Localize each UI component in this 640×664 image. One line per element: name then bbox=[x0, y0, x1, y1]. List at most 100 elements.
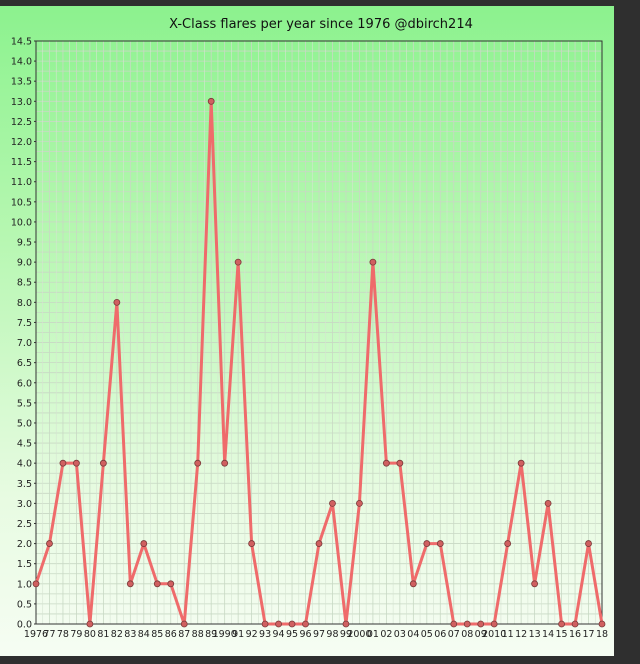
x-tick-label: 07 bbox=[448, 629, 460, 640]
data-point bbox=[59, 459, 67, 467]
data-point bbox=[86, 620, 94, 628]
y-tick-label: 13.0 bbox=[11, 97, 32, 108]
data-point bbox=[490, 620, 498, 628]
x-tick-label: 83 bbox=[124, 629, 136, 640]
data-point bbox=[180, 620, 188, 628]
data-point bbox=[207, 97, 215, 105]
data-point bbox=[463, 620, 471, 628]
data-point bbox=[248, 540, 256, 547]
data-point bbox=[450, 620, 458, 628]
x-tick-label: 01 bbox=[367, 629, 379, 640]
x-tick-label: 2000 bbox=[347, 629, 371, 640]
x-tick-label: 85 bbox=[151, 629, 163, 640]
x-tick-label: 88 bbox=[192, 629, 204, 640]
x-tick-label: 12 bbox=[515, 629, 527, 640]
data-point bbox=[504, 540, 512, 547]
data-point bbox=[571, 620, 579, 628]
y-tick-label: 11.0 bbox=[11, 177, 32, 188]
x-tick-label: 78 bbox=[57, 629, 69, 640]
y-tick-label: 9.5 bbox=[17, 238, 32, 249]
data-point bbox=[329, 499, 336, 507]
data-point bbox=[234, 258, 242, 266]
y-tick-label: 6.5 bbox=[17, 358, 32, 369]
x-tick-label: 91 bbox=[232, 629, 244, 640]
data-point bbox=[275, 620, 282, 628]
data-point bbox=[544, 499, 552, 507]
x-tick-label: 14 bbox=[542, 629, 554, 640]
y-tick-label: 14.5 bbox=[11, 37, 32, 48]
data-point bbox=[342, 620, 350, 628]
data-point bbox=[531, 580, 539, 588]
x-tick-label: 77 bbox=[43, 629, 55, 640]
y-tick-label: 4.0 bbox=[17, 459, 32, 470]
data-point bbox=[46, 540, 53, 547]
x-tick-label: 1990 bbox=[213, 629, 237, 640]
data-point bbox=[558, 620, 565, 628]
data-point bbox=[99, 459, 107, 467]
x-tick-label: 92 bbox=[246, 629, 258, 640]
data-point bbox=[517, 459, 525, 467]
x-tick-label: 95 bbox=[286, 629, 298, 640]
chart-panel: X-Class flares per year since 1976 @dbir… bbox=[0, 6, 614, 656]
y-tick-label: 14.0 bbox=[11, 57, 32, 68]
data-point bbox=[598, 620, 606, 628]
x-tick-label: 03 bbox=[394, 629, 406, 640]
line-chart: X-Class flares per year since 1976 @dbir… bbox=[11, 17, 608, 640]
x-tick-label: 97 bbox=[313, 629, 325, 640]
data-points bbox=[32, 97, 606, 628]
y-tick-label: 7.5 bbox=[17, 318, 32, 329]
x-tick-label: 84 bbox=[138, 629, 150, 640]
y-axis-ticks: 0.0 0.5 1.0 1.5 2.0 2.5 3.0 3.5 4.0 4.5 5.0 5.5 6.0 6… bbox=[11, 37, 36, 631]
y-tick-label: 5.5 bbox=[17, 398, 32, 409]
x-tick-label: 13 bbox=[529, 629, 541, 640]
x-tick-label: 82 bbox=[111, 629, 123, 640]
data-point bbox=[396, 459, 404, 467]
x-tick-label: 02 bbox=[380, 629, 392, 640]
y-tick-label: 7.0 bbox=[17, 338, 32, 349]
data-point bbox=[423, 540, 431, 547]
y-tick-label: 3.5 bbox=[17, 479, 32, 490]
data-point bbox=[126, 580, 134, 588]
y-tick-label: 13.5 bbox=[11, 77, 32, 88]
x-tick-label: 80 bbox=[84, 629, 96, 640]
data-point bbox=[261, 620, 269, 628]
y-tick-label: 2.5 bbox=[17, 519, 32, 530]
x-tick-label: 2010 bbox=[482, 629, 506, 640]
x-tick-label: 93 bbox=[259, 629, 271, 640]
y-tick-label: 4.5 bbox=[17, 439, 32, 450]
y-tick-label: 9.0 bbox=[17, 258, 32, 269]
x-tick-label: 94 bbox=[273, 629, 285, 640]
x-tick-label: 86 bbox=[165, 629, 177, 640]
y-tick-label: 10.5 bbox=[11, 197, 32, 208]
data-point bbox=[356, 499, 363, 507]
data-point bbox=[315, 540, 323, 547]
x-tick-label: 06 bbox=[434, 629, 446, 640]
y-tick-label: 8.5 bbox=[17, 278, 32, 289]
data-point bbox=[409, 580, 417, 588]
data-point bbox=[288, 620, 296, 628]
y-tick-label: 1.0 bbox=[17, 579, 32, 590]
x-tick-label: 09 bbox=[475, 629, 487, 640]
x-tick-label: 81 bbox=[97, 629, 109, 640]
y-tick-label: 6.0 bbox=[17, 378, 32, 389]
x-tick-label: 96 bbox=[299, 629, 311, 640]
x-tick-label: 17 bbox=[582, 629, 594, 640]
data-point bbox=[477, 620, 485, 628]
data-point bbox=[302, 620, 309, 628]
x-tick-label: 15 bbox=[556, 629, 568, 640]
y-tick-label: 0.0 bbox=[17, 620, 32, 631]
y-tick-label: 3.0 bbox=[17, 499, 32, 510]
x-tick-label: 11 bbox=[502, 629, 514, 640]
x-tick-label: 89 bbox=[205, 629, 217, 640]
y-tick-label: 12.5 bbox=[11, 117, 32, 128]
data-point bbox=[382, 459, 390, 467]
x-tick-label: 79 bbox=[70, 629, 82, 640]
data-point bbox=[167, 580, 175, 588]
x-tick-label: 18 bbox=[596, 629, 608, 640]
data-point bbox=[153, 580, 161, 588]
x-tick-label: 04 bbox=[407, 629, 419, 640]
data-point bbox=[32, 580, 40, 588]
x-tick-label: 1976 bbox=[24, 629, 48, 640]
data-point bbox=[73, 459, 80, 467]
